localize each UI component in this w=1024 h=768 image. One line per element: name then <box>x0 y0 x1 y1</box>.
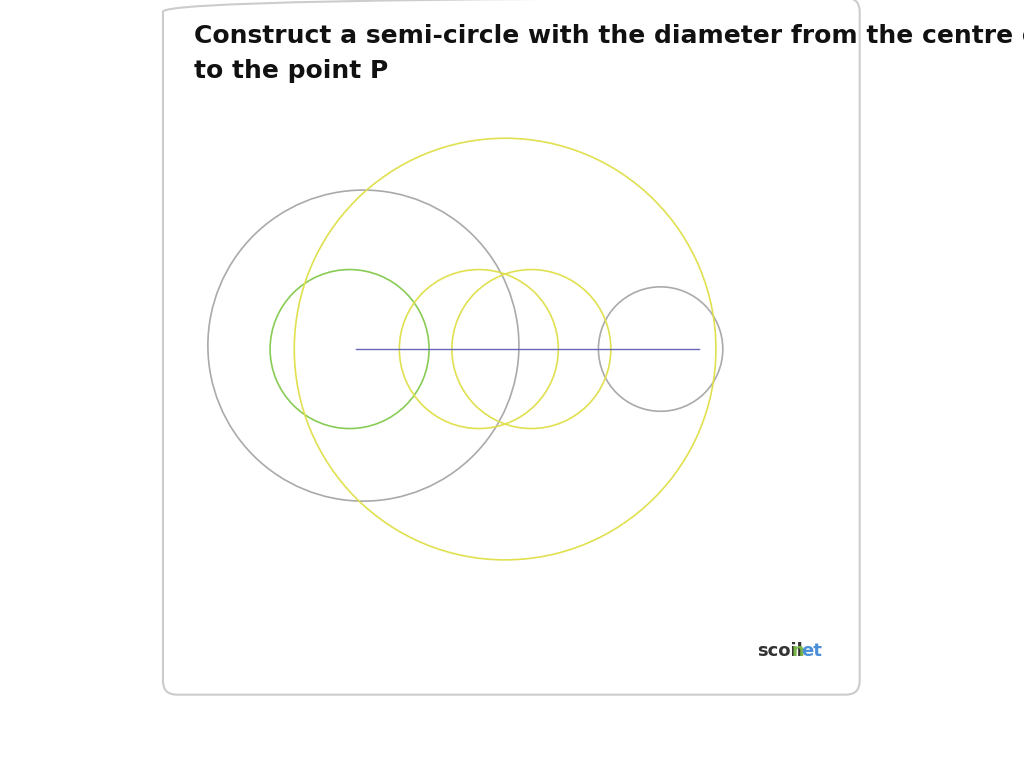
Text: to the point P: to the point P <box>194 59 388 83</box>
Text: Bisect: Bisect <box>601 718 679 738</box>
Text: External: External <box>178 718 283 738</box>
Text: Construct a semi-circle with the diameter from the centre of the circle: Construct a semi-circle with the diamete… <box>194 25 1024 48</box>
Text: et: et <box>801 642 822 660</box>
Text: n: n <box>792 642 804 660</box>
Text: KEYWORDS:: KEYWORDS: <box>31 718 183 738</box>
Text: Diameter: Diameter <box>792 718 908 738</box>
Text: scoil: scoil <box>758 642 803 660</box>
Text: Radius: Radius <box>409 718 493 738</box>
